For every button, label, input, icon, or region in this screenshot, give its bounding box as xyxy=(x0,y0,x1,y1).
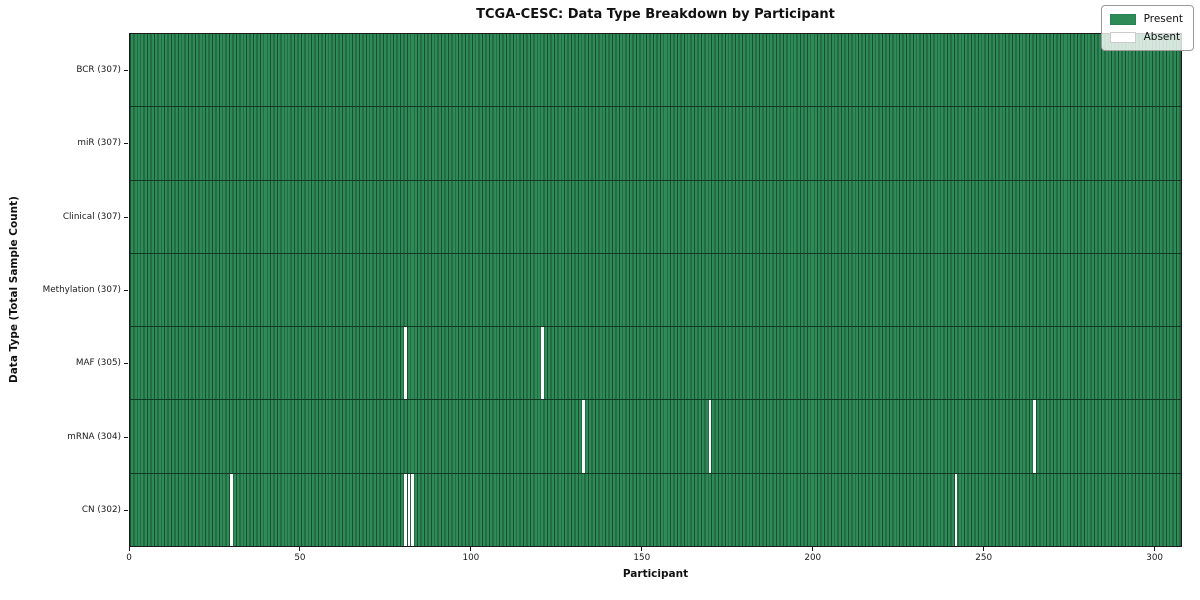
heatmap-row-cn xyxy=(130,473,1181,546)
heatmap-row-maf xyxy=(130,327,1181,401)
legend-swatch-present-icon xyxy=(1109,13,1136,25)
y-tick-mark xyxy=(124,436,128,438)
x-tick-label: 50 xyxy=(294,553,306,563)
absent-cell xyxy=(708,400,712,473)
absent-cell xyxy=(404,473,407,546)
x-tick-label: 150 xyxy=(633,553,651,563)
heatmap-row-clinical xyxy=(130,180,1181,254)
y-tick-mark xyxy=(124,216,128,218)
legend-label-absent: Absent xyxy=(1143,31,1181,43)
y-tick-label-mir: miR (307) xyxy=(77,138,121,149)
y-tick-label-cn: CN (302) xyxy=(81,505,121,516)
x-axis: 0 50 100 150 200 250 300 xyxy=(126,547,1182,577)
absent-cell xyxy=(404,327,407,400)
x-tick-mark xyxy=(812,547,814,551)
heatmap-row-bcr xyxy=(130,34,1181,108)
y-tick-mark xyxy=(124,290,128,291)
absent-cell xyxy=(954,473,958,546)
absent-cell xyxy=(582,400,585,473)
y-tick-label-clinical: Clinical (307) xyxy=(62,211,121,222)
legend-label-present: Present xyxy=(1143,13,1183,25)
x-tick-mark xyxy=(299,547,301,551)
x-tick-label: 200 xyxy=(804,553,822,563)
legend-item-present: Present xyxy=(1109,13,1183,25)
absent-cell xyxy=(541,327,544,400)
y-tick-label-maf: MAF (305) xyxy=(75,358,121,369)
y-tick-mark xyxy=(124,69,128,71)
y-axis: BCR (307) miR (307) Clinical (307) Methylat… xyxy=(0,33,121,547)
y-tick-mark xyxy=(124,363,128,365)
x-tick-mark xyxy=(128,547,130,551)
x-tick-mark xyxy=(470,547,472,551)
x-tick-label: 300 xyxy=(1146,553,1164,563)
legend-swatch-absent-icon xyxy=(1109,31,1136,43)
chart-title: TCGA-CESC: Data Type Breakdown by Partic… xyxy=(476,7,835,22)
heatmap-row-mrna xyxy=(130,400,1181,474)
plot-area xyxy=(129,33,1182,547)
y-tick-label-bcr: BCR (307) xyxy=(76,64,121,75)
x-tick-label: 0 xyxy=(126,553,132,563)
y-tick-mark xyxy=(124,143,128,145)
x-tick-label: 250 xyxy=(975,553,993,563)
x-axis-title: Participant xyxy=(622,568,689,580)
y-tick-label-methylation: Methylation (307) xyxy=(42,285,121,295)
heatmap-row-mir xyxy=(130,107,1181,181)
x-tick-mark xyxy=(641,547,643,551)
absent-cell xyxy=(411,473,414,546)
x-tick-mark xyxy=(983,547,985,551)
legend: Present Absent xyxy=(1100,5,1194,51)
heatmap-row-methylation xyxy=(130,253,1181,328)
x-tick-mark xyxy=(1154,547,1156,551)
absent-cell xyxy=(1033,400,1036,473)
y-tick-mark xyxy=(124,510,128,512)
absent-cell xyxy=(230,473,233,546)
y-tick-label-mrna: mRNA (304) xyxy=(67,431,121,442)
x-tick-label: 100 xyxy=(462,553,480,563)
absent-cell xyxy=(407,473,411,546)
legend-item-absent: Absent xyxy=(1109,31,1183,43)
